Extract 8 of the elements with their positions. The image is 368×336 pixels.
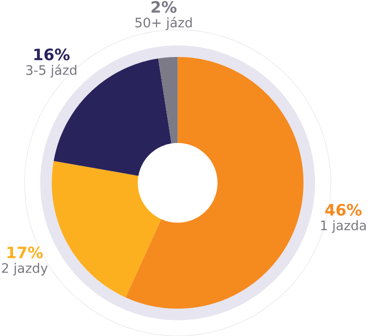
data-label: 17% <box>8 246 43 258</box>
data-label: 16% <box>34 48 70 60</box>
slice-label: 2 jazdy <box>2 262 48 276</box>
slice-label: 50+ jázd <box>135 16 192 30</box>
slice-label: 1 jazda <box>321 220 366 233</box>
data-label: 2% <box>152 0 176 13</box>
data-label: 46% <box>325 204 362 216</box>
slice-label: 3-5 jázd <box>26 64 76 78</box>
